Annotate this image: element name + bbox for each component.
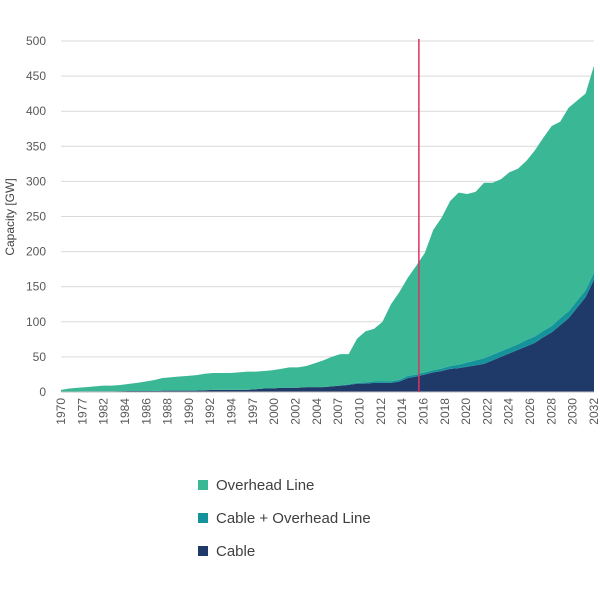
y-tick-100: 100: [26, 315, 46, 329]
x-tick-2010: 2010: [352, 398, 366, 425]
legend-swatch-cable-overhead-line: [198, 513, 208, 523]
x-tick-1984: 1984: [118, 398, 132, 425]
x-tick-1977: 1977: [75, 398, 89, 425]
x-tick-2014: 2014: [395, 398, 409, 425]
legend-label-overhead-line: Overhead Line: [216, 476, 315, 494]
x-tick-2012: 2012: [374, 398, 388, 425]
x-tick-2030: 2030: [566, 398, 580, 425]
area-overhead-line: [61, 65, 594, 392]
x-tick-1997: 1997: [246, 398, 260, 425]
y-tick-0: 0: [39, 385, 46, 399]
x-tick-1994: 1994: [225, 398, 239, 425]
y-tick-150: 150: [26, 280, 46, 294]
y-tick-500: 500: [26, 34, 46, 48]
x-tick-2018: 2018: [438, 398, 452, 425]
y-tick-400: 400: [26, 104, 46, 118]
legend: Overhead Line Cable + Overhead Line Cabl…: [198, 474, 371, 573]
y-tick-300: 300: [26, 174, 46, 188]
gridlines: [61, 40, 594, 358]
y-tick-450: 450: [26, 69, 46, 83]
x-tick-2002: 2002: [289, 398, 303, 425]
x-tick-1990: 1990: [182, 398, 196, 425]
stacked-areas: [61, 65, 594, 392]
x-tick-2026: 2026: [523, 398, 537, 425]
x-tick-2022: 2022: [480, 398, 494, 425]
x-tick-2028: 2028: [544, 398, 558, 425]
legend-item-cable: Cable: [198, 540, 371, 562]
y-tick-250: 250: [26, 210, 46, 224]
y-axis-ticks: 0 50 100 150 200 250 300 350 400 450 500: [26, 34, 46, 399]
legend-item-overhead-line: Overhead Line: [198, 474, 371, 496]
legend-label-cable-overhead-line: Cable + Overhead Line: [216, 509, 371, 527]
legend-label-cable: Cable: [216, 542, 256, 560]
x-tick-2004: 2004: [310, 398, 324, 425]
y-tick-50: 50: [33, 350, 47, 364]
x-tick-1992: 1992: [203, 398, 217, 425]
x-tick-2024: 2024: [502, 398, 516, 425]
x-tick-2032: 2032: [587, 398, 600, 425]
x-tick-1986: 1986: [139, 398, 153, 425]
legend-swatch-cable: [198, 546, 208, 556]
x-tick-2020: 2020: [459, 398, 473, 425]
y-tick-350: 350: [26, 139, 46, 153]
x-tick-1988: 1988: [161, 398, 175, 425]
x-tick-1970: 1970: [54, 398, 68, 425]
legend-item-cable-overhead-line: Cable + Overhead Line: [198, 507, 371, 529]
x-axis-ticks: 1970 1977 1982 1984 1986 1988 1990 1992 1994 1997…: [54, 398, 600, 425]
x-tick-2007: 2007: [331, 398, 345, 425]
y-axis-label: Capacity [GW]: [3, 178, 17, 255]
legend-swatch-overhead-line: [198, 480, 208, 490]
y-tick-200: 200: [26, 245, 46, 259]
x-tick-1982: 1982: [97, 398, 111, 425]
x-tick-2016: 2016: [416, 398, 430, 425]
area-cable: [61, 279, 594, 392]
x-tick-2000: 2000: [267, 398, 281, 425]
